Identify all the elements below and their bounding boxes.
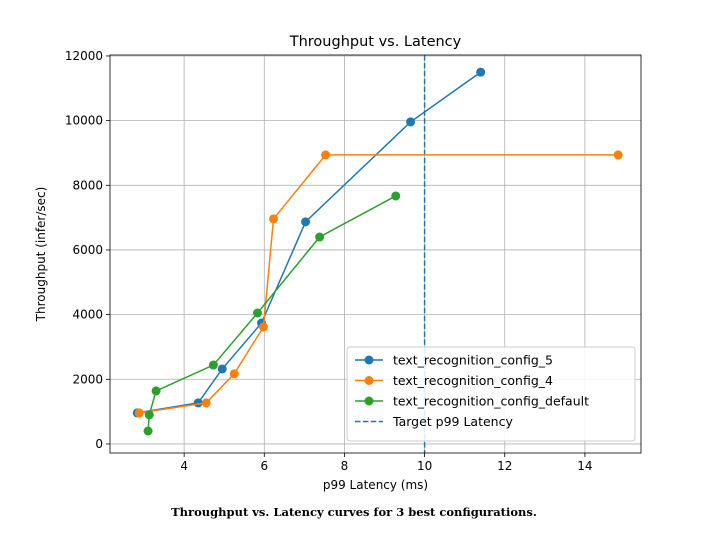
data-point [613, 150, 623, 160]
x-tick-label: 8 [341, 459, 349, 473]
x-tick-label: 10 [417, 459, 432, 473]
data-point [476, 67, 486, 77]
data-point [269, 214, 279, 224]
data-point [143, 426, 153, 436]
y-tick-label: 2000 [72, 372, 103, 386]
plot-frame [109, 54, 642, 454]
data-point [301, 217, 311, 227]
data-point [252, 308, 262, 318]
x-axis-label: p99 Latency (ms) [323, 478, 428, 492]
data-point [144, 410, 154, 420]
data-point [201, 398, 211, 408]
legend-label: text_recognition_config_5 [393, 353, 553, 368]
data-point [208, 360, 218, 370]
x-tick-label: 6 [260, 459, 268, 473]
y-tick-label: 6000 [72, 243, 103, 257]
y-tick-label: 8000 [72, 178, 103, 192]
x-tick-label: 4 [180, 459, 188, 473]
data-point [217, 364, 227, 374]
figure-caption: Throughput vs. Latency curves for 3 best… [171, 505, 537, 519]
legend-label: text_recognition_config_default [393, 394, 589, 409]
throughput-latency-chart: 4 6 8 10 12 14 0 2000 4000 6000 8000 10000 12000 Thro… [34, 34, 642, 492]
data-point [391, 191, 401, 201]
data-point [406, 117, 416, 127]
chart-title: Throughput vs. Latency [289, 34, 462, 50]
y-tick-label: 4000 [72, 308, 103, 322]
legend-marker [364, 396, 374, 406]
legend-label: text_recognition_config_4 [393, 373, 553, 388]
y-tick-label: 10000 [65, 114, 103, 128]
data-point [321, 150, 331, 160]
data-point [229, 369, 239, 379]
y-tick-label: 12000 [65, 49, 103, 63]
legend-marker [364, 376, 374, 385]
y-axis-label: Throughput (infer/sec) [34, 187, 48, 323]
data-point [134, 408, 144, 418]
x-tick-label: 14 [577, 459, 592, 473]
legend-box [346, 346, 636, 442]
data-point [258, 322, 268, 332]
legend-label: Target p99 Latency [392, 414, 513, 429]
data-point [315, 232, 325, 242]
legend-marker [364, 355, 374, 365]
x-tick-label: 12 [497, 459, 512, 473]
y-tick-label: 0 [95, 437, 103, 451]
data-point [151, 386, 161, 396]
